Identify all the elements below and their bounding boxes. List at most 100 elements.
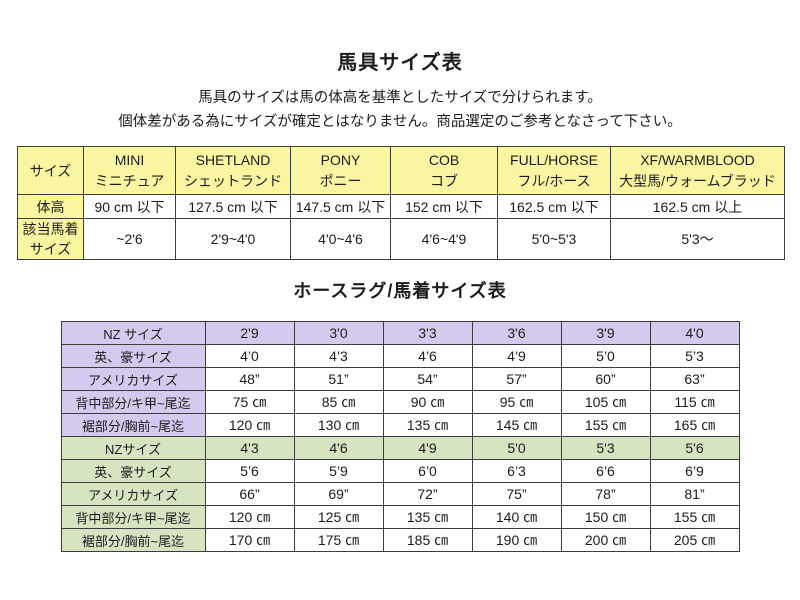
- harness-col-header: PONY ポニー: [290, 146, 391, 195]
- harness-col-header-en: FULL/HORSE: [510, 151, 598, 168]
- rug-row-label: 背中部分/キ甲~尾迄: [60, 505, 206, 529]
- harness-value-cell: 147.5 cm 以下: [290, 194, 391, 219]
- rug-data-row: 裾部分/胸前~尾迄 120 ㎝ 130 ㎝ 135 ㎝ 145 ㎝ 155 ㎝ 165 ㎝: [60, 413, 740, 437]
- rug-value-cell: 66”: [204, 482, 295, 506]
- rug-row-label: 裾部分/胸前~尾迄: [60, 413, 206, 437]
- harness-col-header-en: PONY: [320, 151, 361, 168]
- rug-value-cell: 6’6: [560, 459, 651, 483]
- rug-size-table-title: ホースラグ/馬着サイズ表: [293, 281, 507, 301]
- rug-value-cell: 120 ㎝: [204, 413, 295, 437]
- harness-value-cell: 4'6~4'9: [390, 218, 498, 260]
- harness-size-table: サイズ MINI ミニチュア SHETLAND シェットランド PONY ポニー COB コブ F…: [17, 146, 785, 260]
- harness-value-cell: 162.5 cm 以下: [497, 194, 611, 219]
- rug-value-cell: 4'6: [293, 436, 384, 460]
- harness-value-cell: 5'0~5'3: [497, 218, 611, 260]
- harness-value-cell: 162.5 cm 以上: [610, 194, 785, 219]
- rug-value-cell: 155 ㎝: [560, 413, 651, 437]
- rug-value-cell: 3'3: [382, 321, 473, 345]
- rug-value-cell: 3'9: [560, 321, 651, 345]
- rug-data-row: アメリカサイズ 66” 69” 72” 75” 78” 81”: [60, 482, 740, 506]
- intro-text-block: 馬具のサイズは馬の体高を基準としたサイズで分けられます。 個体差がある為にサイズ…: [0, 86, 800, 134]
- rug-value-cell: 4’9: [471, 344, 562, 368]
- rug-value-cell: 130 ㎝: [293, 413, 384, 437]
- rug-size-table: NZ サイズ 2'9 3'0 3'3 3'6 3'9 4'0 英、豪サイズ 4’0 4’3 4’6 4…: [60, 321, 740, 552]
- rug-row-label: 英、豪サイズ: [60, 459, 206, 483]
- harness-value-cell: ~2'6: [83, 218, 176, 260]
- harness-value-cell: 4'0~4'6: [290, 218, 391, 260]
- harness-value-cell: 5'3～: [610, 218, 785, 260]
- harness-size-table-title: 馬具サイズ表: [337, 52, 463, 74]
- rug-data-row: 背中部分/キ甲~尾迄 120 ㎝ 125 ㎝ 135 ㎝ 140 ㎝ 150 ㎝ 155 ㎝: [60, 505, 740, 529]
- harness-col-header: XF/WARMBLOOD 大型馬/ウォームブラッド: [610, 146, 785, 195]
- rug-data-row: アメリカサイズ 48” 51” 54” 57” 60” 63”: [60, 367, 740, 391]
- rug-value-cell: 54”: [382, 367, 473, 391]
- harness-col-header-ja: コブ: [430, 172, 458, 189]
- harness-value-cell: 127.5 cm 以下: [175, 194, 291, 219]
- rug-value-cell: 63”: [649, 367, 740, 391]
- harness-col-header-ja: ミニチュア: [94, 172, 165, 189]
- rug-value-cell: 115 ㎝: [649, 390, 740, 414]
- rug-value-cell: 120 ㎝: [204, 505, 295, 529]
- harness-col-header-en: MINI: [114, 151, 145, 168]
- rug-value-cell: 155 ㎝: [649, 505, 740, 529]
- rug-value-cell: 5’9: [293, 459, 384, 483]
- rug-value-cell: 75 ㎝: [204, 390, 295, 414]
- rug-row-label: NZ サイズ: [60, 321, 206, 345]
- rug-data-row: 英、豪サイズ 4’0 4’3 4’6 4’9 5’0 5’3: [60, 344, 740, 368]
- rug-value-cell: 175 ㎝: [293, 528, 384, 552]
- rug-value-cell: 57”: [471, 367, 562, 391]
- rug-value-cell: 72”: [382, 482, 473, 506]
- rug-value-cell: 135 ㎝: [382, 505, 473, 529]
- harness-col-header: SHETLAND シェットランド: [175, 146, 291, 195]
- rug-value-cell: 140 ㎝: [471, 505, 562, 529]
- rug-value-cell: 78”: [560, 482, 651, 506]
- harness-value-cell: 152 cm 以下: [390, 194, 498, 219]
- rug-value-cell: 4’6: [382, 344, 473, 368]
- harness-corner-cell: サイズ: [17, 146, 84, 195]
- rug-value-cell: 6’9: [649, 459, 740, 483]
- harness-col-header-ja: シェットランド: [184, 172, 282, 189]
- rug-value-cell: 145 ㎝: [471, 413, 562, 437]
- rug-value-cell: 5’0: [560, 344, 651, 368]
- rug-row-label: アメリカサイズ: [60, 482, 206, 506]
- rug-row-label: 背中部分/キ甲~尾迄: [60, 390, 206, 414]
- rug-value-cell: 125 ㎝: [293, 505, 384, 529]
- rug-row-label: 裾部分/胸前~尾迄: [60, 528, 206, 552]
- rug-value-cell: 5'0: [471, 436, 562, 460]
- rug-value-cell: 51”: [293, 367, 384, 391]
- rug-row-label: 英、豪サイズ: [60, 344, 206, 368]
- harness-col-header-ja: ポニー: [319, 172, 362, 189]
- rug-data-row: 英、豪サイズ 5’6 5’9 6’0 6’3 6’6 6’9: [60, 459, 740, 483]
- harness-row-label: 体高: [17, 194, 84, 219]
- harness-value-cell: 90 cm 以下: [83, 194, 176, 219]
- rug-value-cell: 2'9: [204, 321, 295, 345]
- rug-value-cell: 170 ㎝: [204, 528, 295, 552]
- rug-value-cell: 165 ㎝: [649, 413, 740, 437]
- rug-size-table-body: NZ サイズ 2'9 3'0 3'3 3'6 3'9 4'0 英、豪サイズ 4’0 4’3 4’6 4…: [60, 321, 740, 552]
- harness-col-header: COB コブ: [390, 146, 498, 195]
- harness-col-header-ja: フル/ホース: [517, 172, 591, 189]
- harness-data-row: 該当馬着 サイズ ~2'6 2'9~4'0 4'0~4'6 4'6~4'9 5'0~5'3…: [17, 218, 785, 260]
- harness-data-row: 体高 90 cm 以下 127.5 cm 以下 147.5 cm 以下 152 cm 以…: [17, 194, 785, 219]
- rug-value-cell: 60”: [560, 367, 651, 391]
- rug-value-cell: 3'6: [471, 321, 562, 345]
- rug-value-cell: 4’0: [204, 344, 295, 368]
- rug-value-cell: 5'3: [560, 436, 651, 460]
- rug-value-cell: 4'3: [204, 436, 295, 460]
- harness-size-table-body: サイズ MINI ミニチュア SHETLAND シェットランド PONY ポニー COB コブ F…: [17, 146, 785, 260]
- rug-value-cell: 48”: [204, 367, 295, 391]
- harness-col-header: FULL/HORSE フル/ホース: [497, 146, 611, 195]
- rug-data-row: NZサイズ 4'3 4'6 4'9 5'0 5'3 5'6: [60, 436, 740, 460]
- rug-data-row: NZ サイズ 2'9 3'0 3'3 3'6 3'9 4'0: [60, 321, 740, 345]
- rug-value-cell: 6’0: [382, 459, 473, 483]
- harness-col-header-en: COB: [428, 151, 460, 168]
- rug-data-row: 裾部分/胸前~尾迄 170 ㎝ 175 ㎝ 185 ㎝ 190 ㎝ 200 ㎝ 205 ㎝: [60, 528, 740, 552]
- rug-value-cell: 3'0: [293, 321, 384, 345]
- rug-value-cell: 4'9: [382, 436, 473, 460]
- rug-value-cell: 85 ㎝: [293, 390, 384, 414]
- harness-header-row: サイズ MINI ミニチュア SHETLAND シェットランド PONY ポニー COB コブ F…: [17, 146, 785, 195]
- rug-row-label: アメリカサイズ: [60, 367, 206, 391]
- harness-col-header: MINI ミニチュア: [83, 146, 176, 195]
- rug-value-cell: 5’3: [649, 344, 740, 368]
- rug-value-cell: 185 ㎝: [382, 528, 473, 552]
